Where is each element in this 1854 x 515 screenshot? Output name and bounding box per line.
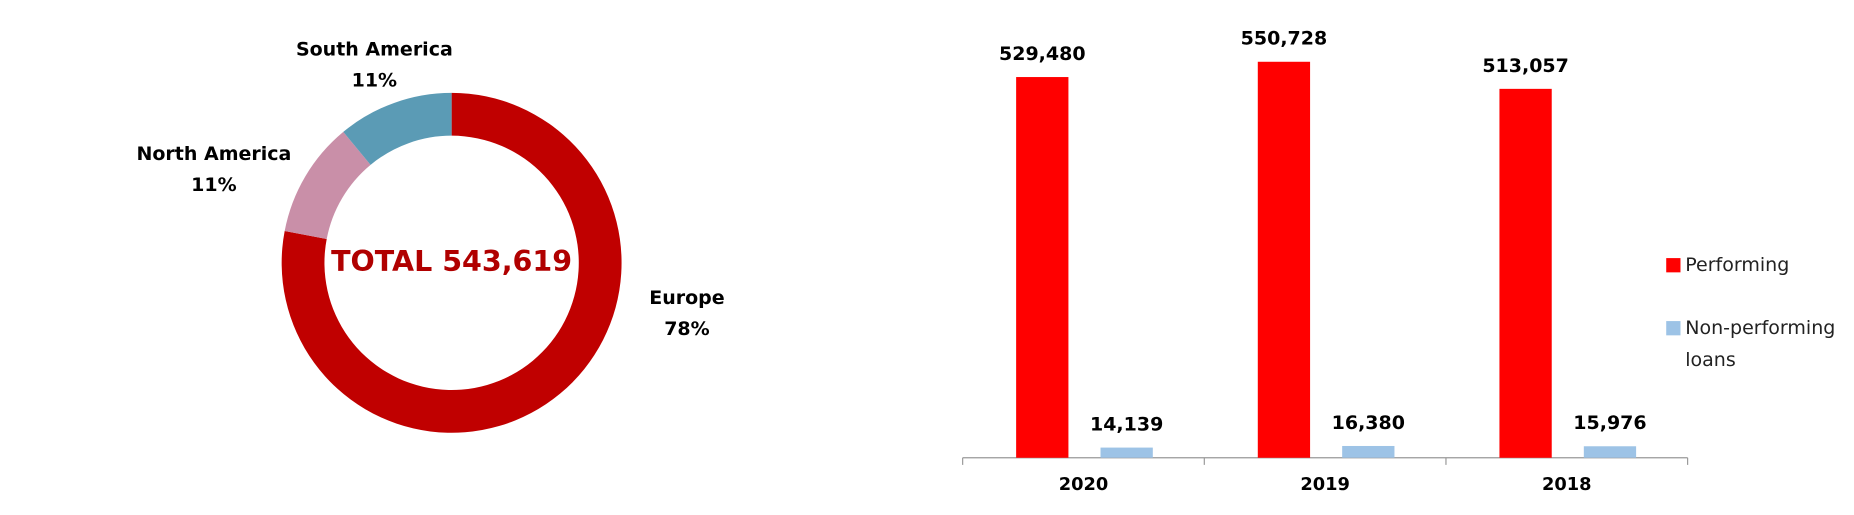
donut-segment [284, 131, 371, 240]
legend-label: Non-performing loans [1685, 316, 1836, 371]
donut-center-label: TOTAL 543,619 [331, 245, 572, 278]
legend-swatch [1666, 258, 1681, 273]
bar [1583, 446, 1637, 458]
bar-value-label: 550,728 [1241, 28, 1328, 50]
bar-value-label: 529,480 [999, 43, 1086, 65]
bar [1257, 61, 1311, 458]
x-tick-label: 2020 [1059, 474, 1109, 495]
segment-label: North America [136, 143, 291, 165]
bar-value-label: 14,139 [1090, 414, 1163, 436]
segment-label: Europe [649, 287, 724, 309]
bar [1100, 447, 1153, 458]
segment-value-label: 78% [664, 318, 709, 340]
legend-entry: Performing [1685, 253, 1790, 276]
bar [1342, 445, 1395, 458]
segment-label: South America [296, 39, 453, 61]
segment-value-label: 11% [191, 174, 236, 196]
segment-value-label: 11% [352, 70, 397, 92]
legend-entry: Non-performing loans [1685, 316, 1836, 371]
bar [1016, 77, 1069, 458]
x-tick-label: 2019 [1300, 474, 1350, 495]
donut-segment [343, 92, 452, 165]
bar-value-label: 15,976 [1573, 412, 1646, 434]
x-tick-label: 2018 [1542, 474, 1592, 495]
bar [1499, 88, 1552, 458]
bar-value-label: 16,380 [1332, 412, 1405, 434]
legend-label: Performing [1685, 253, 1790, 276]
legend-swatch [1666, 321, 1681, 336]
bar-value-label: 513,057 [1482, 55, 1569, 77]
